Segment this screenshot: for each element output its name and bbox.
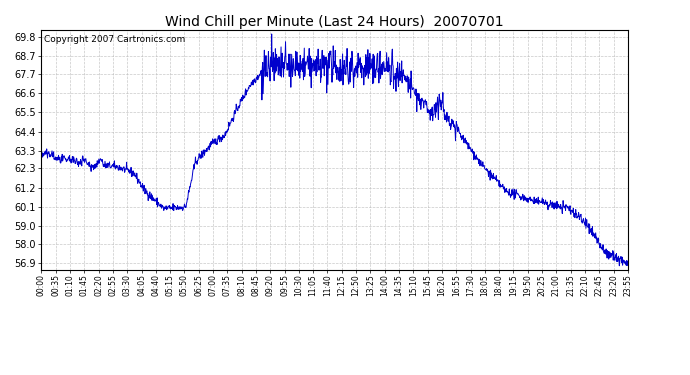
Text: Copyright 2007 Cartronics.com: Copyright 2007 Cartronics.com — [44, 35, 186, 44]
Title: Wind Chill per Minute (Last 24 Hours)  20070701: Wind Chill per Minute (Last 24 Hours) 20… — [166, 15, 504, 29]
